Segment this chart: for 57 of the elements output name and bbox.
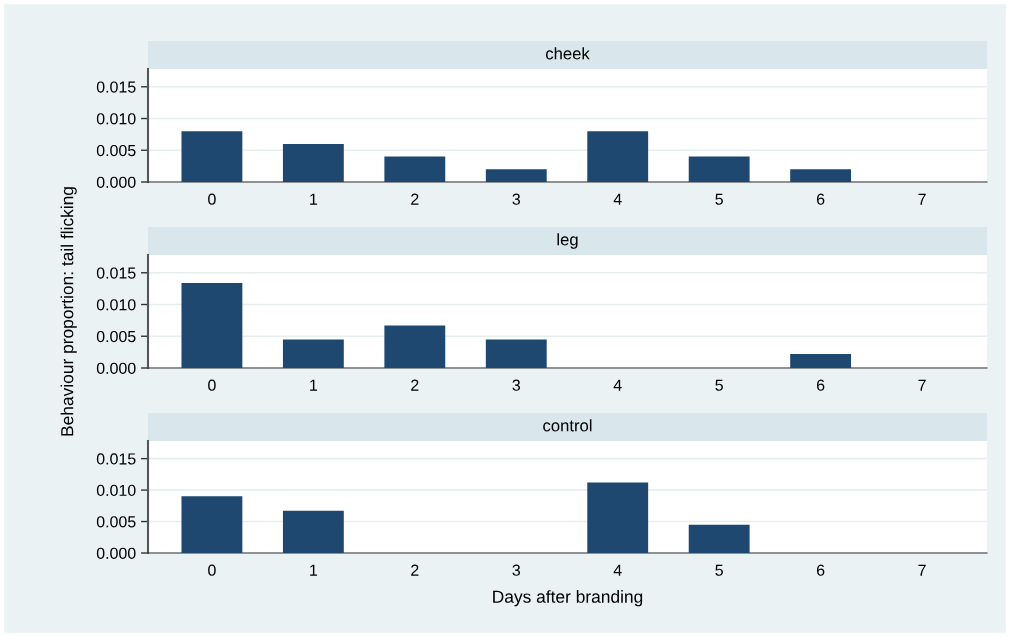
y-tick-label: 0.015 xyxy=(96,81,136,93)
x-tick-label: 3 xyxy=(512,564,521,576)
y-tick-label: 0.005 xyxy=(96,516,136,528)
x-tick-label: 7 xyxy=(918,193,926,205)
y-tick-label: 0.010 xyxy=(96,299,136,311)
x-tick-label: 0 xyxy=(208,379,216,391)
x-tick-label: 3 xyxy=(512,193,521,205)
y-tick-label: 0.010 xyxy=(96,113,136,125)
bar xyxy=(384,325,446,368)
y-tick-label: 0.015 xyxy=(96,267,136,279)
x-tick-label: 1 xyxy=(310,193,318,205)
chart-title: cheek xyxy=(545,47,590,60)
x-tick-label: 2 xyxy=(411,193,419,205)
x-axis-title: Days after branding xyxy=(493,590,643,607)
x-tick-label: 2 xyxy=(411,564,419,576)
x-tick-label: 0 xyxy=(208,193,216,205)
y-tick-label: 0.015 xyxy=(96,453,136,465)
bar xyxy=(587,482,649,553)
y-tick-label: 0.005 xyxy=(96,144,136,157)
bar xyxy=(181,496,243,553)
bar xyxy=(181,282,243,368)
x-tick-label: 7 xyxy=(918,379,926,391)
bar xyxy=(688,156,750,182)
chart-title: leg xyxy=(557,233,578,249)
x-tick-label: 6 xyxy=(816,379,825,391)
bar xyxy=(485,339,547,368)
y-axis-title: Behaviour proportion: tail flicking xyxy=(60,187,77,436)
x-tick-label: 5 xyxy=(715,193,723,205)
x-tick-label: 6 xyxy=(816,193,825,205)
y-tick-label: 0.000 xyxy=(96,547,136,559)
x-tick-label: 1 xyxy=(310,379,318,391)
x-tick-label: 6 xyxy=(816,564,825,576)
bar xyxy=(181,131,243,182)
y-tick-label: 0.000 xyxy=(96,362,136,374)
y-tick-label: 0.005 xyxy=(96,330,136,343)
bar xyxy=(282,143,344,182)
y-tick-label: 0.000 xyxy=(96,176,136,188)
x-tick-label: 4 xyxy=(613,379,622,391)
y-tick-label: 0.010 xyxy=(96,484,136,497)
x-tick-label: 7 xyxy=(918,564,926,576)
bar xyxy=(384,156,446,182)
bar xyxy=(485,169,547,182)
x-tick-label: 4 xyxy=(613,564,622,576)
bar xyxy=(282,510,344,553)
bar xyxy=(688,524,750,553)
x-tick-label: 3 xyxy=(512,379,521,391)
bar xyxy=(790,354,852,368)
x-tick-label: 1 xyxy=(310,564,318,576)
x-tick-label: 0 xyxy=(208,564,216,576)
x-tick-label: 5 xyxy=(715,379,723,391)
bar xyxy=(587,131,649,182)
x-tick-label: 2 xyxy=(411,379,419,391)
x-tick-label: 4 xyxy=(613,193,622,205)
bar xyxy=(282,339,344,368)
chart-title: control xyxy=(543,419,592,432)
x-tick-label: 5 xyxy=(715,564,723,576)
bar xyxy=(790,169,852,182)
